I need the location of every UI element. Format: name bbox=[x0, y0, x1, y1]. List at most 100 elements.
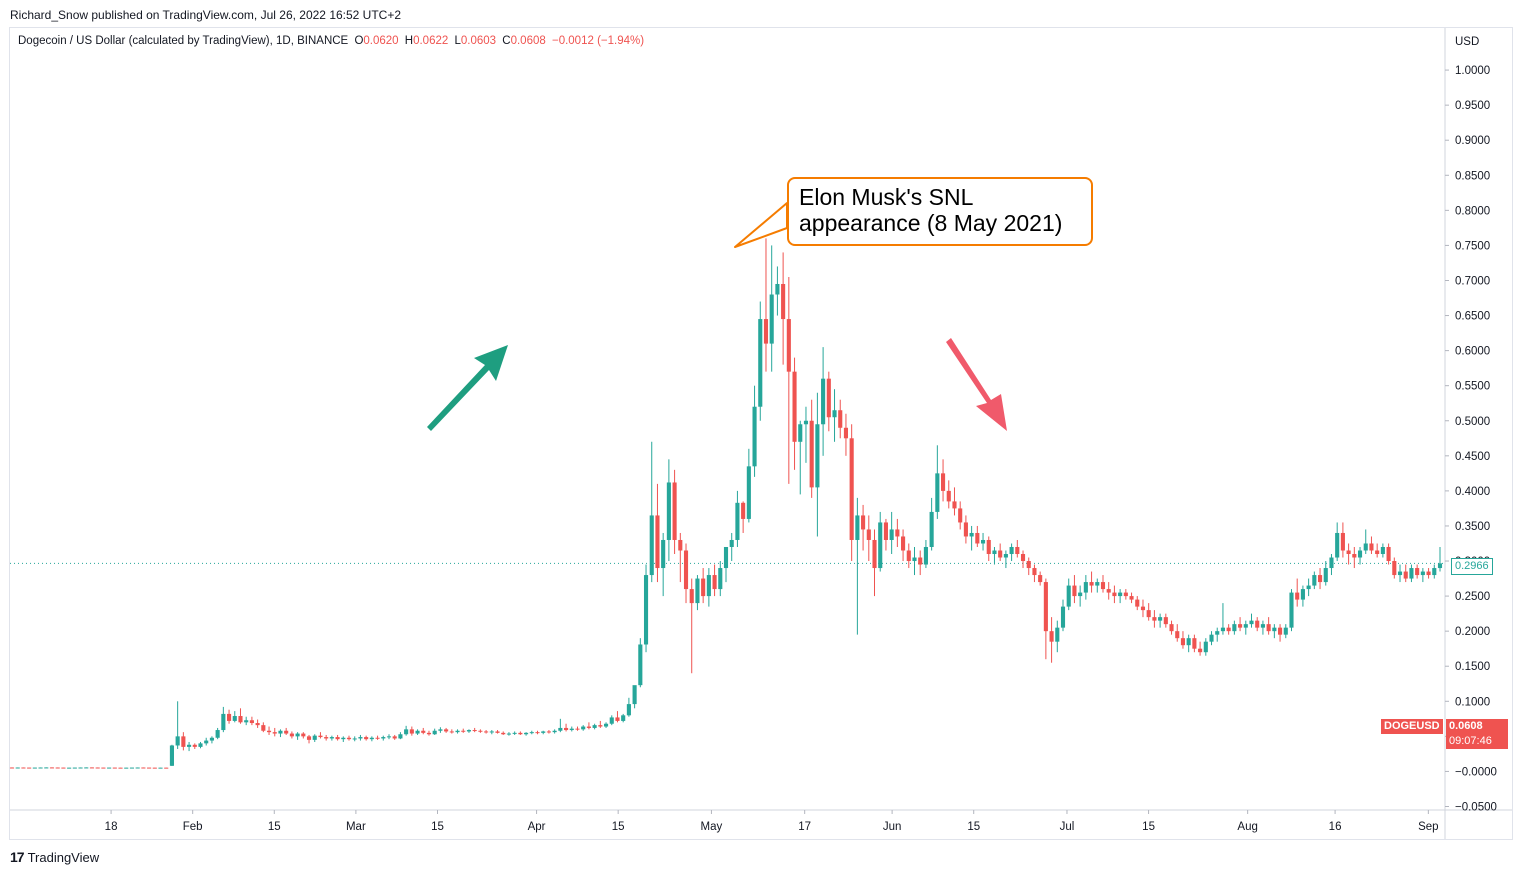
candle-body bbox=[244, 720, 249, 723]
candle-body bbox=[135, 767, 140, 769]
candle-body bbox=[301, 733, 306, 737]
candle-body bbox=[49, 767, 55, 769]
candle-body bbox=[1026, 561, 1031, 569]
candle-body bbox=[1238, 624, 1243, 628]
candle-body bbox=[843, 427, 849, 439]
candle-body bbox=[1175, 631, 1180, 639]
candle-body bbox=[141, 767, 146, 769]
candle-body bbox=[78, 767, 83, 769]
candle-body bbox=[815, 424, 820, 488]
y-tick-label: 0.5500 bbox=[1455, 381, 1490, 393]
candle-body bbox=[346, 737, 352, 740]
candle-body bbox=[952, 501, 957, 509]
bar-countdown: 09:07:46 bbox=[1446, 734, 1508, 749]
footer-brand[interactable]: 17 TradingView bbox=[10, 849, 99, 865]
candle-body bbox=[112, 767, 117, 769]
candle-body bbox=[975, 532, 980, 544]
candle-body bbox=[1209, 634, 1214, 642]
legend-open-value: 0.0620 bbox=[363, 35, 399, 47]
candle-body bbox=[1243, 624, 1248, 628]
candle-body bbox=[1066, 585, 1071, 607]
candle-body bbox=[221, 713, 226, 731]
candle-body bbox=[1140, 606, 1146, 611]
candle-body bbox=[672, 482, 677, 540]
legend-close-label: C bbox=[502, 35, 511, 47]
candle-body bbox=[1432, 568, 1437, 576]
candle-body bbox=[495, 731, 500, 733]
candle-body bbox=[506, 733, 512, 735]
candle-body bbox=[1118, 592, 1123, 597]
candle-body bbox=[518, 732, 523, 735]
candle-body bbox=[1260, 624, 1265, 628]
candle-body bbox=[643, 575, 649, 645]
candle-body bbox=[1329, 557, 1334, 569]
candle-body bbox=[878, 522, 883, 569]
candle-body bbox=[375, 737, 380, 739]
callout-pointer bbox=[734, 202, 788, 248]
candle-body bbox=[946, 490, 951, 502]
candle-body bbox=[1198, 648, 1203, 653]
candle-body bbox=[335, 737, 340, 740]
candle-body bbox=[895, 529, 900, 537]
callout-line-1: Elon Musk's SNL bbox=[799, 184, 974, 210]
candle-body bbox=[769, 294, 774, 344]
candle-body bbox=[181, 736, 186, 747]
candle-body bbox=[1123, 592, 1128, 597]
candle-body bbox=[164, 767, 169, 769]
candle-body bbox=[861, 515, 866, 530]
last-price-tag: 0.2966 bbox=[1451, 558, 1493, 575]
candle-body bbox=[238, 716, 243, 723]
candle-body bbox=[1186, 638, 1191, 646]
candle-body bbox=[798, 424, 803, 442]
candle-body bbox=[832, 410, 837, 418]
candle-body bbox=[775, 283, 780, 295]
candle-body bbox=[129, 767, 135, 769]
candle-body bbox=[1420, 571, 1425, 576]
candle-body bbox=[889, 529, 894, 540]
y-tick-label: 0.9000 bbox=[1455, 135, 1490, 147]
candle-body bbox=[958, 508, 963, 523]
candle-body bbox=[718, 568, 723, 590]
candle-body bbox=[95, 767, 100, 769]
snl-annotation-callout[interactable]: Elon Musk's SNL appearance (8 May 2021) bbox=[787, 177, 1093, 246]
candle-body bbox=[1386, 546, 1391, 562]
x-tick-label: May bbox=[701, 821, 723, 833]
candle-body bbox=[204, 740, 209, 744]
candle-body bbox=[581, 726, 586, 730]
candle-body bbox=[1169, 624, 1174, 632]
candle-body bbox=[169, 745, 174, 766]
candle-body bbox=[901, 536, 906, 551]
candle-body bbox=[261, 725, 266, 731]
candle-body bbox=[1426, 571, 1431, 576]
candle-body bbox=[1020, 554, 1026, 562]
candle-body bbox=[1163, 617, 1168, 625]
candle-body bbox=[689, 589, 694, 604]
y-tick-label: 0.2500 bbox=[1455, 591, 1490, 603]
x-tick-label: Jun bbox=[883, 821, 902, 833]
symbol-tag: DOGEUSD bbox=[1381, 719, 1443, 734]
candle-body bbox=[1375, 550, 1380, 555]
candle-body bbox=[1232, 624, 1237, 632]
y-tick-label: 0.9500 bbox=[1455, 100, 1490, 112]
candle-body bbox=[649, 515, 654, 576]
time-axis[interactable]: 18 Feb 15 Mar 15 Apr 15 May 17 Jun 15 Jul 15 Aug 16 Sep bbox=[105, 810, 1439, 833]
candle-body bbox=[1072, 585, 1077, 597]
candle-body bbox=[1203, 641, 1208, 653]
candle-body bbox=[124, 767, 129, 769]
y-tick-label: 0.7000 bbox=[1455, 275, 1490, 287]
candle-body bbox=[1129, 596, 1134, 600]
candle-body bbox=[786, 319, 791, 372]
candle-body bbox=[1038, 575, 1043, 583]
candle-body bbox=[1403, 571, 1408, 579]
candle-body bbox=[1300, 589, 1305, 600]
candle-body bbox=[472, 730, 477, 732]
candle-body bbox=[986, 539, 991, 555]
price-axis[interactable]: USD 1.0000 0.9500 0.9000 0.8500 0.8000 0.7500 0… bbox=[1445, 36, 1497, 813]
candle-body bbox=[912, 557, 917, 562]
candle-body bbox=[1032, 568, 1037, 576]
candle-body bbox=[546, 731, 551, 733]
candle-body bbox=[358, 737, 363, 739]
y-tick-label: 0.1000 bbox=[1455, 696, 1490, 708]
candle-body bbox=[535, 732, 540, 734]
